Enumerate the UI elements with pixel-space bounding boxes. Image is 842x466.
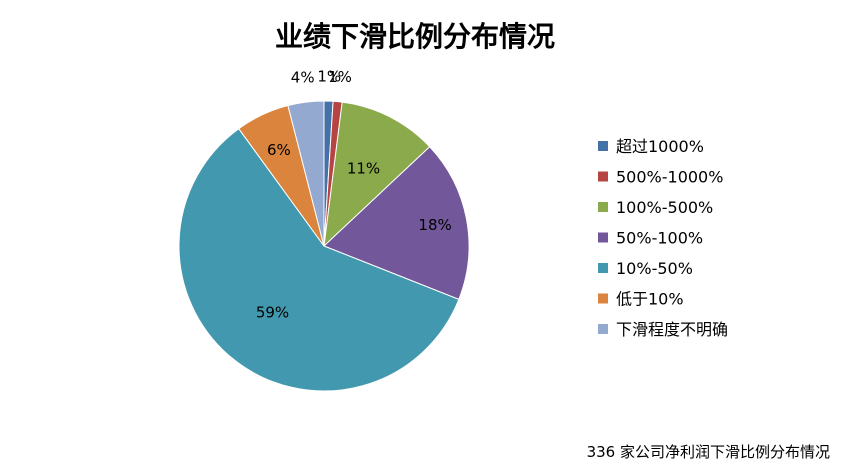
legend-swatch bbox=[598, 141, 608, 151]
legend-swatch bbox=[598, 293, 608, 304]
pie-slice bbox=[323, 146, 470, 301]
data-label: 11% bbox=[347, 160, 380, 178]
pie-slice bbox=[178, 127, 460, 392]
legend: 超过1000% 500%-1000% 100%-500% 50%-100% 10%-50… bbox=[598, 137, 728, 339]
pie-slice bbox=[323, 101, 431, 248]
legend-label: 50%-100% bbox=[616, 229, 703, 248]
legend-swatch bbox=[598, 171, 608, 182]
legend-label: 超过1000% bbox=[616, 137, 704, 156]
legend-swatch bbox=[598, 202, 608, 212]
data-label: 6% bbox=[267, 141, 291, 159]
chart-title: 业绩下滑比例分布情况 bbox=[275, 20, 555, 53]
legend-swatch bbox=[598, 232, 608, 243]
data-labels: 1%1% 11% 18% 59% 6% 4% bbox=[256, 67, 452, 321]
legend-swatch bbox=[598, 263, 608, 273]
data-label: 18% bbox=[418, 216, 451, 234]
pie-slice bbox=[287, 100, 325, 247]
legend-label: 下滑程度不明确 bbox=[616, 320, 728, 339]
data-label: 1% bbox=[317, 67, 341, 85]
legend-label: 10%-50% bbox=[616, 259, 693, 278]
legend-label: 100%-500% bbox=[616, 198, 713, 217]
legend-label: 低于10% bbox=[616, 290, 684, 309]
chart-caption: 336 家公司净利润下滑比例分布情况 bbox=[587, 443, 830, 461]
legend-label: 500%-1000% bbox=[616, 168, 723, 187]
pie-slices bbox=[178, 100, 470, 392]
legend-swatch bbox=[598, 324, 608, 334]
data-label: 59% bbox=[256, 304, 289, 322]
data-label: 1% bbox=[328, 68, 352, 86]
data-label: 4% bbox=[291, 69, 315, 87]
